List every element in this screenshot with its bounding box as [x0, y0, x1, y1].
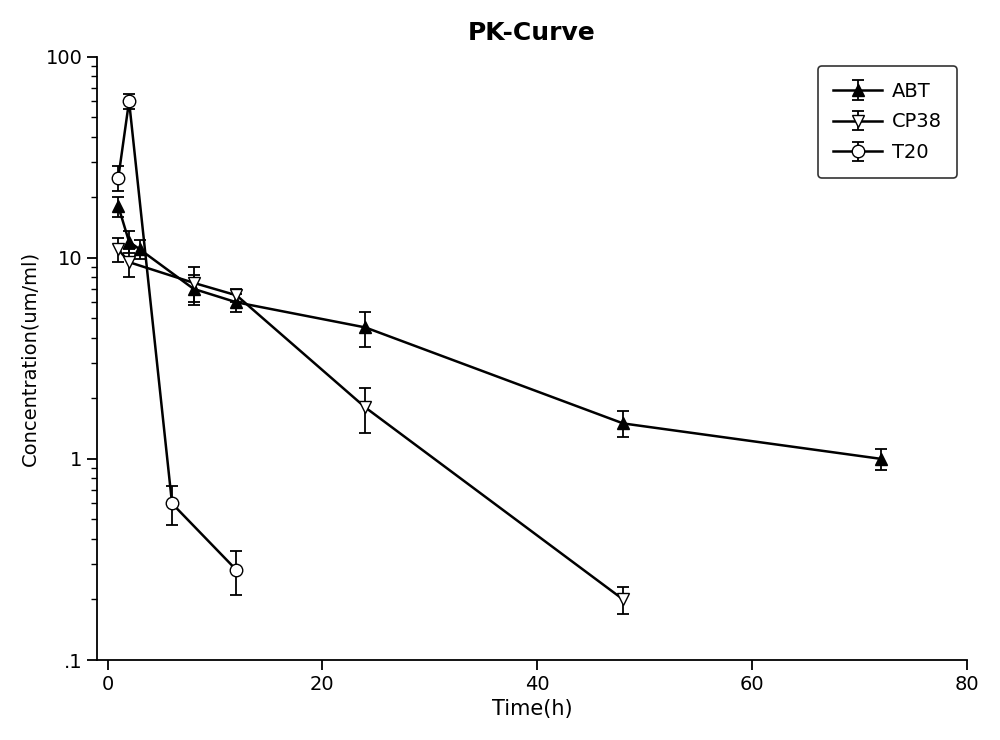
Title: PK-Curve: PK-Curve [468, 21, 596, 45]
Y-axis label: Concentration(um/ml): Concentration(um/ml) [21, 251, 40, 465]
X-axis label: Time(h): Time(h) [492, 699, 572, 719]
Legend: ABT, CP38, T20: ABT, CP38, T20 [818, 66, 957, 178]
